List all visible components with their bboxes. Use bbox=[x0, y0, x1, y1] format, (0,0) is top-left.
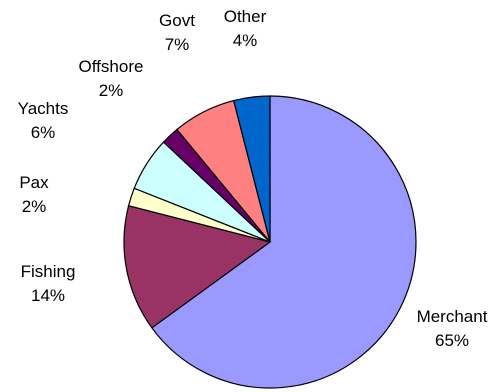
slice-percent: 2% bbox=[99, 81, 124, 100]
slice-label-govt: Govt 7% bbox=[159, 11, 195, 54]
slice-name: Offshore bbox=[79, 57, 144, 76]
slice-name: Govt bbox=[159, 11, 195, 30]
slice-name: Pax bbox=[19, 173, 49, 192]
slice-label-offshore: Offshore 2% bbox=[79, 57, 144, 100]
slice-label-pax: Pax 2% bbox=[19, 173, 49, 216]
slice-label-yachts: Yachts 6% bbox=[18, 99, 69, 142]
slice-percent: 4% bbox=[233, 31, 258, 50]
slice-percent: 14% bbox=[31, 286, 65, 305]
pie-slice-fishing bbox=[123, 204, 272, 329]
slice-percent: 7% bbox=[165, 35, 190, 54]
slice-label-merchant: Merchant 65% bbox=[417, 307, 488, 350]
slice-name: Merchant bbox=[417, 307, 488, 326]
pie-slice-merchant bbox=[151, 95, 417, 389]
slice-name: Fishing bbox=[21, 262, 76, 281]
slice-name: Yachts bbox=[18, 99, 69, 118]
slice-label-fishing: Fishing 14% bbox=[21, 262, 76, 305]
pie-labels: Merchant 65% Fishing 14% Pax 2% Yachts 6% Offsho… bbox=[18, 7, 488, 350]
slice-percent: 2% bbox=[22, 197, 47, 216]
slice-percent: 65% bbox=[435, 331, 469, 350]
slice-name: Other bbox=[224, 7, 267, 26]
slice-label-other: Other 4% bbox=[224, 7, 267, 50]
slice-percent: 6% bbox=[31, 123, 56, 142]
pie-slices bbox=[123, 95, 417, 389]
pie-slice-other bbox=[232, 95, 271, 243]
